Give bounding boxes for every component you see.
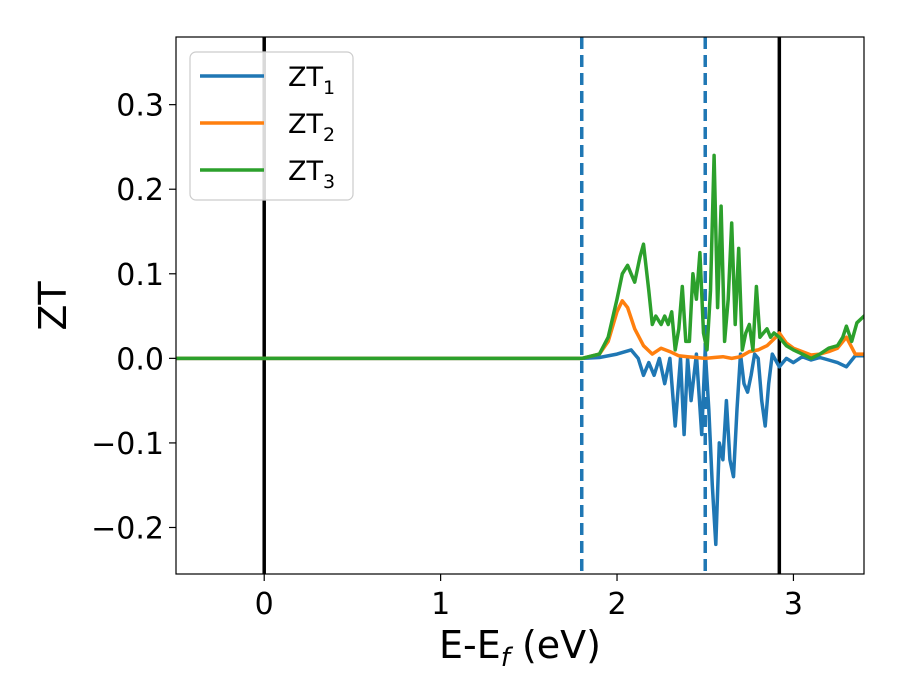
- x-axis-ticks: 0 1 2 3: [255, 574, 803, 622]
- y-axis-ticks: −0.2 −0.1 0.0 0.1 0.2 0.3: [91, 89, 176, 546]
- x-tick-label: 1: [431, 587, 450, 622]
- x-axis-label-unit: (eV): [510, 623, 601, 667]
- legend: ZT1 ZT2 ZT3: [189, 51, 354, 201]
- y-axis-label: ZT: [31, 281, 75, 331]
- legend-label-zt1: ZT1: [288, 62, 335, 99]
- y-tick-label: 0.3: [116, 89, 164, 124]
- legend-box: [189, 51, 354, 201]
- series-line-zt3: [176, 153, 864, 361]
- y-tick-label: 0.2: [116, 173, 164, 208]
- y-tick-label: −0.1: [91, 427, 164, 462]
- series-line-zt2: [176, 299, 864, 361]
- y-tick-label: 0.1: [116, 258, 164, 293]
- x-tick-label: 0: [255, 587, 274, 622]
- legend-label-zt3: ZT3: [288, 156, 335, 193]
- series-line-zt1: [176, 348, 864, 547]
- x-axis-label-main: E-E: [439, 623, 501, 667]
- x-tick-label: 3: [784, 587, 803, 622]
- y-tick-label: −0.2: [91, 511, 164, 546]
- legend-label-zt2: ZT2: [288, 109, 335, 146]
- plot-frame: [175, 36, 865, 575]
- x-tick-label: 2: [607, 587, 626, 622]
- x-axis-label: E-Ef (eV): [439, 623, 601, 673]
- series-lines: [176, 153, 864, 547]
- y-tick-label: 0.0: [116, 342, 164, 377]
